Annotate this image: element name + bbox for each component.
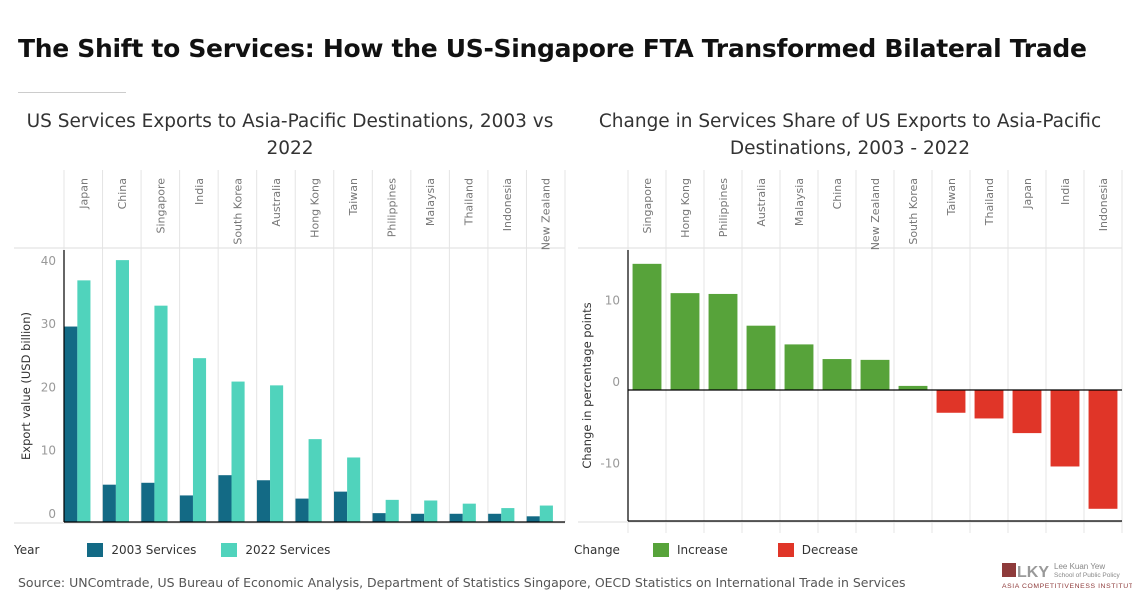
page-title: The Shift to Services: How the US-Singap…	[18, 34, 1087, 63]
bar-2022-services	[270, 385, 284, 522]
bar-2022-services	[154, 305, 168, 522]
bar-2003-services	[449, 513, 463, 522]
svg-text:School of Public Policy: School of Public Policy	[1054, 572, 1121, 579]
category-label: Thailand	[463, 178, 476, 226]
category-label: Australia	[755, 178, 768, 227]
bar-increase	[784, 344, 814, 390]
legend-label-increase: Increase	[676, 543, 728, 557]
bar-2003-services	[141, 482, 155, 522]
bar-2003-services	[488, 513, 502, 522]
category-label: South Korea	[231, 178, 244, 245]
category-label: Philippines	[386, 178, 399, 238]
category-label: India	[1059, 178, 1072, 205]
bar-2022-services	[115, 260, 129, 522]
bar-2003-services	[256, 480, 271, 522]
bar-2022-services	[462, 503, 476, 522]
bar-increase	[898, 385, 928, 390]
category-label: Indonesia	[1097, 178, 1110, 231]
bar-2003-services	[334, 491, 348, 522]
bar-2022-services	[539, 505, 553, 522]
y-axis-title: Change in percentage points	[580, 302, 594, 468]
category-label: Taiwan	[945, 178, 958, 216]
title-divider	[18, 92, 126, 93]
category-label: Indonesia	[501, 178, 514, 231]
bar-2003-services	[526, 516, 540, 522]
legend-swatch-decrease	[777, 543, 794, 557]
bar-increase	[670, 293, 700, 390]
category-label: China	[116, 178, 129, 209]
category-label: China	[831, 178, 844, 209]
legend-title: Year	[14, 543, 40, 557]
svg-text:LKY: LKY	[1017, 564, 1049, 581]
legend-swatch-2022	[221, 543, 238, 557]
bar-2003-services	[179, 495, 193, 522]
legend-swatch-2003	[87, 543, 104, 557]
category-label: Japan	[77, 178, 90, 210]
bar-2003-services	[411, 513, 425, 522]
bar-increase	[632, 263, 662, 390]
category-label: New Zealand	[869, 178, 882, 250]
bar-increase	[746, 325, 776, 390]
category-label: New Zealand	[540, 178, 553, 250]
category-label: Hong Kong	[309, 178, 322, 238]
svg-text:Lee Kuan Yew: Lee Kuan Yew	[1054, 562, 1105, 571]
legend-label-2003: 2003 Services	[111, 543, 197, 557]
category-label: Malaysia	[793, 178, 806, 226]
bar-2022-services	[308, 439, 322, 522]
category-label: Philippines	[717, 178, 730, 238]
left-legend: Year 2003 Services 2022 Services	[14, 543, 330, 557]
right-chart-title: Change in Services Share of US Exports t…	[598, 111, 1102, 159]
y-tick-label: -10	[600, 456, 620, 470]
y-tick-label: 30	[41, 317, 56, 331]
legend-swatch-increase	[652, 543, 669, 557]
y-tick-label: 0	[48, 507, 56, 521]
bar-increase	[822, 359, 852, 390]
bar-decrease	[1088, 389, 1118, 509]
bar-increase	[708, 293, 738, 390]
y-axis-title: Export value (USD billion)	[19, 312, 33, 460]
y-tick-label: 20	[41, 380, 56, 394]
bar-2003-services	[372, 513, 386, 522]
legend-label-2022: 2022 Services	[245, 543, 331, 557]
legend-title: Change	[574, 543, 620, 557]
category-label: India	[193, 178, 206, 205]
bar-decrease	[936, 389, 966, 413]
right-legend: Change Increase Decrease	[574, 543, 858, 557]
category-label: Hong Kong	[679, 178, 692, 238]
bar-2003-services	[218, 475, 232, 522]
category-label: South Korea	[907, 178, 920, 245]
source-note: Source: UNComtrade, US Bureau of Economi…	[18, 575, 906, 590]
svg-text:ASIA COMPETITIVENESS INSTITUTE: ASIA COMPETITIVENESS INSTITUTE	[1002, 583, 1132, 590]
category-label: Japan	[1021, 178, 1034, 210]
bar-2003-services	[64, 326, 78, 522]
bar-2022-services	[347, 457, 361, 522]
category-label: Thailand	[983, 178, 996, 226]
y-tick-label: 10	[41, 444, 56, 458]
bar-2022-services	[77, 280, 91, 522]
bar-decrease	[974, 389, 1004, 419]
category-label: Malaysia	[424, 178, 437, 226]
bar-2022-services	[231, 381, 245, 522]
bar-2003-services	[295, 498, 309, 522]
bar-decrease	[1012, 389, 1042, 434]
category-label: Taiwan	[347, 178, 360, 216]
bar-2022-services	[192, 358, 207, 522]
category-label: Singapore	[154, 178, 167, 234]
bar-2022-services	[501, 508, 515, 522]
left-chart-title: US Services Exports to Asia-Pacific Dest…	[26, 111, 554, 159]
bar-2022-services	[424, 500, 438, 522]
y-tick-label: 10	[605, 294, 620, 308]
bar-2003-services	[102, 484, 116, 522]
y-tick-label: 40	[41, 254, 56, 268]
legend-label-decrease: Decrease	[801, 543, 859, 557]
bar-increase	[860, 359, 890, 390]
lky-logo: LKY Lee Kuan Yew School of Public Policy…	[1002, 561, 1132, 591]
category-label: Australia	[270, 178, 283, 227]
bar-2022-services	[385, 499, 399, 522]
category-label: Singapore	[641, 178, 654, 234]
bar-decrease	[1050, 389, 1080, 467]
y-tick-label: 0	[612, 375, 620, 389]
